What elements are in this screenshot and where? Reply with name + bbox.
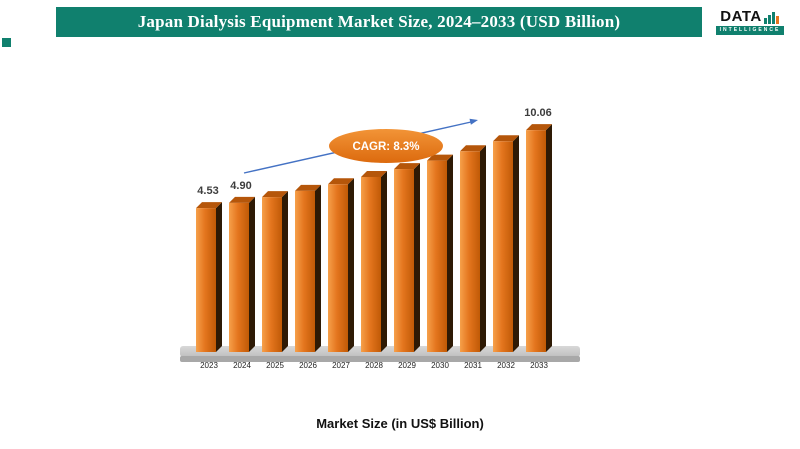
year-label-2033: 2033	[530, 361, 548, 370]
year-label-2025: 2025	[266, 361, 284, 370]
year-label-2027: 2027	[332, 361, 350, 370]
bar-2030	[427, 154, 453, 352]
year-label-2029: 2029	[398, 361, 416, 370]
year-label-2032: 2032	[497, 361, 515, 370]
brand-logo: DATA INTELLIGENCE	[703, 3, 797, 41]
title-banner: Japan Dialysis Equipment Market Size, 20…	[56, 7, 702, 37]
bar-2029	[394, 163, 420, 352]
bar-2032	[493, 135, 519, 352]
year-label-2030: 2030	[431, 361, 449, 370]
page-title: Japan Dialysis Equipment Market Size, 20…	[137, 12, 621, 31]
bar-2033	[526, 124, 552, 353]
bar-2025	[262, 191, 288, 352]
bar-2024	[229, 196, 255, 352]
year-label-2031: 2031	[464, 361, 482, 370]
bar-2023	[196, 202, 222, 352]
cagr-label: CAGR: 8.3%	[352, 141, 419, 153]
banner-accent-square	[2, 38, 11, 47]
cagr-badge	[329, 129, 443, 163]
value-label-2033: 10.06	[524, 107, 552, 119]
bar-2028	[361, 170, 387, 352]
year-label-2024: 2024	[233, 361, 251, 370]
bar-chart-m-icon	[763, 12, 779, 25]
year-label-2023: 2023	[200, 361, 218, 370]
bar-2031	[460, 145, 486, 352]
value-label-2023: 4.53	[197, 185, 218, 197]
brand-logo-row: DATA	[720, 8, 779, 26]
bar-2026	[295, 184, 321, 352]
brand-name: DATA	[720, 8, 762, 26]
bar-2027	[328, 178, 354, 352]
chart-floor-edge	[180, 356, 580, 362]
x-axis-caption: Market Size (in US$ Billion)	[316, 416, 484, 431]
value-label-2024: 4.90	[230, 180, 251, 192]
brand-subtitle: INTELLIGENCE	[715, 26, 785, 35]
year-label-2028: 2028	[365, 361, 383, 370]
year-label-2026: 2026	[299, 361, 317, 370]
